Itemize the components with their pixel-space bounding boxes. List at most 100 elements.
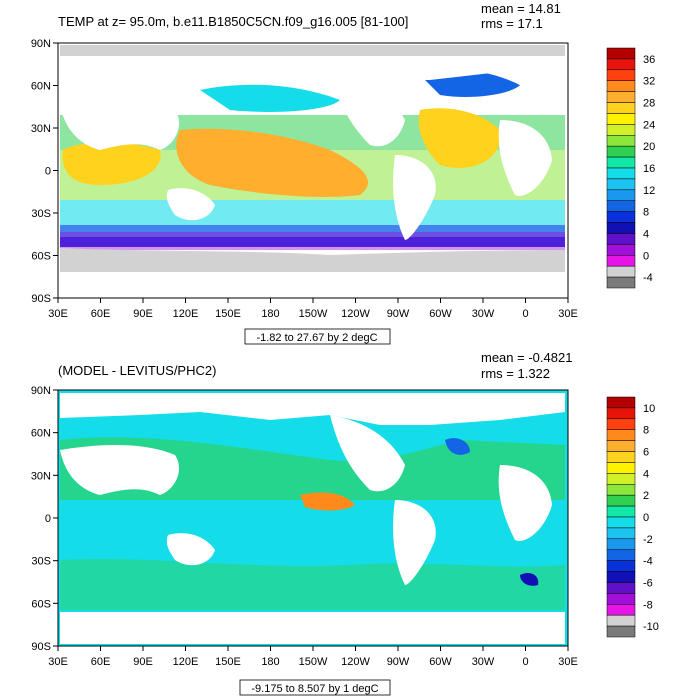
map2-lon-label: 30W	[472, 656, 495, 668]
cb1-swatch	[606, 69, 636, 81]
cb2-label: 0	[643, 512, 649, 524]
cb2-swatch	[606, 484, 636, 496]
map1-lon-label: 150W	[299, 308, 328, 320]
map2-lon-label: 30E	[48, 656, 68, 668]
map2-lat-label: 30S	[31, 556, 51, 568]
map2-lon-label: 150W	[299, 656, 328, 668]
map2-lon-label: 120E	[173, 656, 199, 668]
map1-lon-label: 90W	[387, 308, 410, 320]
map2-lon-label: 90W	[387, 656, 410, 668]
cb1-swatch	[606, 255, 636, 267]
map2-ocean-mid-band	[60, 437, 565, 500]
map1-lon-label: 30E	[48, 308, 68, 320]
panel2-mean: mean = -0.4821	[481, 350, 572, 365]
cb2-label: -6	[643, 577, 653, 589]
map1	[57, 42, 569, 299]
panel2-range-label: -9.175 to 8.507 by 1 degC	[251, 683, 378, 695]
map2-lat-label: 60N	[31, 428, 51, 440]
map2-land-africa	[498, 465, 552, 541]
cb1-label: 16	[643, 163, 655, 175]
map1-lat-label: 30S	[31, 208, 51, 220]
map1-lat-label: 30N	[31, 123, 51, 135]
map2-pacific-anomaly	[300, 492, 355, 511]
panel2-colorbar: 10 8 6 4 2 0 -2 -4 -6 -8 -10	[606, 396, 659, 638]
cb2-swatch	[606, 418, 636, 430]
panel1-title: TEMP at z= 95.0m, b.e11.B1850C5CN.f09_g1…	[58, 14, 408, 29]
cb1-swatch	[606, 80, 636, 92]
map2-lon-label: 150E	[215, 656, 241, 668]
cb2-swatch	[606, 396, 636, 409]
map1-lon-label: 90E	[133, 308, 153, 320]
cb1-swatch	[606, 276, 636, 289]
map2-lat-label: 60S	[31, 598, 51, 610]
map1-land-australia	[166, 188, 215, 221]
cb1-swatch	[606, 244, 636, 256]
cb1-swatch	[606, 265, 636, 278]
map2-gulf-stream-anomaly	[445, 438, 470, 455]
map1-antarctic-band	[60, 232, 565, 250]
cb1-swatch	[606, 178, 636, 191]
map1-lat-label: 60S	[31, 251, 51, 263]
cb1-swatch	[606, 124, 636, 136]
panel-difference: (MODEL - LEVITUS/PHC2) mean = -0.4821 rm…	[31, 350, 659, 696]
cb2-label: 4	[643, 468, 649, 480]
panel1-mean: mean = 14.81	[481, 1, 561, 16]
cb2-swatch	[606, 516, 636, 529]
cb1-swatch	[606, 189, 636, 201]
cb1-swatch	[606, 145, 636, 158]
map2-land-north-america	[330, 415, 405, 492]
map2-lon-label: 180	[261, 656, 279, 668]
map2-lon-label: 60W	[429, 656, 452, 668]
cb1-label: 32	[643, 76, 655, 88]
panel2-range-box: -9.175 to 8.507 by 1 degC	[239, 679, 391, 696]
panel2-range-frame	[239, 679, 391, 696]
cb1-swatch	[606, 233, 636, 245]
cb2-swatch	[606, 549, 636, 561]
cb2-label: 6	[643, 447, 649, 459]
map1-southern-ocean	[60, 237, 565, 247]
map2-lat-label: 90S	[31, 641, 51, 653]
cb1-label: 12	[643, 185, 655, 197]
cb1-swatch	[606, 135, 636, 147]
panel2-rms: rms = 1.322	[481, 366, 550, 381]
map2-lon-label: 60E	[91, 656, 111, 668]
cb1-swatch	[606, 156, 636, 169]
cb2-swatch	[606, 440, 636, 452]
cb2-swatch	[606, 625, 636, 638]
cb2-label: -8	[643, 599, 653, 611]
map1-lon-label: 30E	[558, 308, 578, 320]
cb2-swatch	[606, 604, 636, 616]
cb1-swatch	[606, 113, 636, 125]
cb2-swatch	[606, 527, 636, 540]
cb1-label: 8	[643, 207, 649, 219]
map1-lon-label: 120E	[173, 308, 199, 320]
cb1-label: 28	[643, 98, 655, 110]
cb2-swatch	[606, 538, 636, 550]
cb1-label: 4	[643, 228, 649, 240]
cb2-swatch	[606, 407, 636, 420]
cb2-swatch	[606, 560, 636, 572]
map1-land-north-america	[330, 70, 405, 147]
cb2-swatch	[606, 582, 636, 594]
panel1-range-label: -1.82 to 27.67 by 2 degC	[256, 332, 377, 344]
cb1-label: 36	[643, 54, 655, 66]
map1-pacific-warm-pool	[176, 128, 369, 197]
map2-land-antarctica	[60, 612, 565, 644]
map1-lon-label: 180	[261, 308, 279, 320]
cb2-swatch	[606, 429, 636, 441]
map1-lon-label: 60W	[429, 308, 452, 320]
map2-lon-label: 0	[522, 656, 528, 668]
cb2-label: 8	[643, 425, 649, 437]
map2-land-south-america	[393, 500, 436, 585]
map1-land-africa	[498, 120, 552, 196]
map1-lat-label: 60N	[31, 81, 51, 93]
map2-land-australia	[166, 533, 215, 566]
cb1-swatch	[606, 211, 636, 223]
map2-southern-band	[60, 558, 565, 610]
cb1-swatch	[606, 167, 636, 180]
map1-north-pacific-cool	[200, 84, 340, 112]
map2-land-asia	[60, 445, 180, 495]
map2-ocean-base	[58, 390, 568, 646]
cb1-label: 24	[643, 119, 655, 131]
